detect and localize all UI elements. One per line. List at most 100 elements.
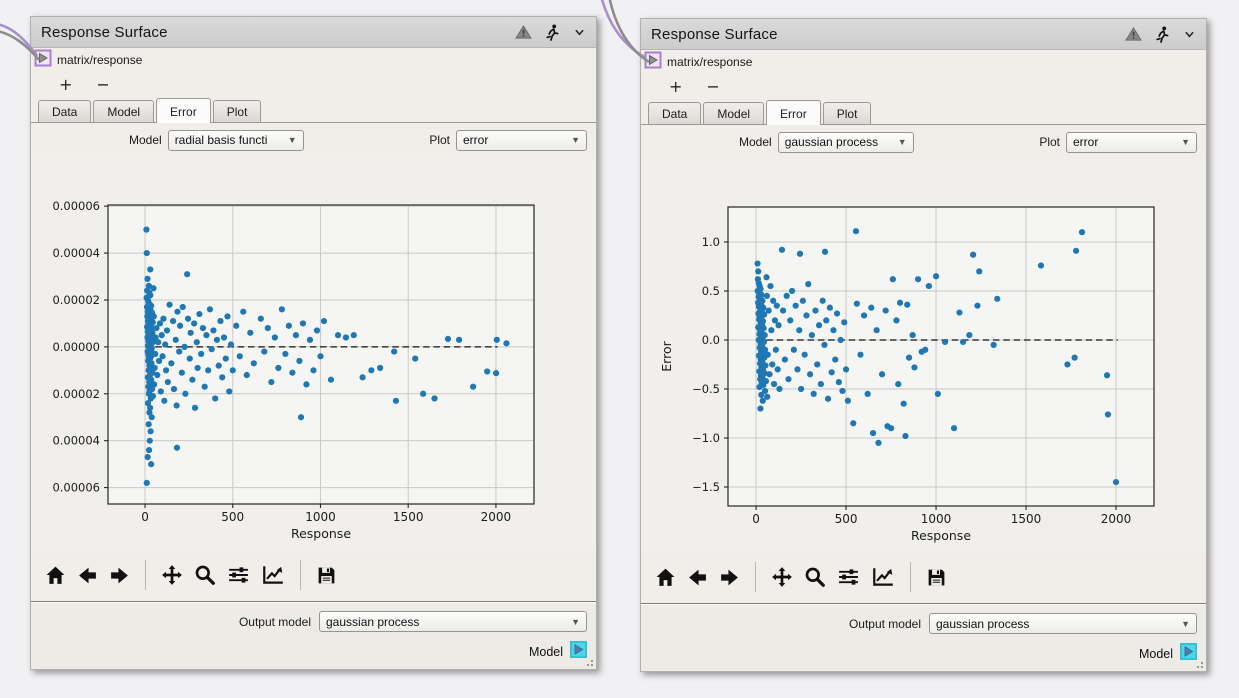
svg-text:0: 0 <box>752 512 760 526</box>
output-port-icon[interactable] <box>1180 643 1197 665</box>
error-scatter-figure[interactable]: 0 500 1000 1500 2000 0.00006 0.00004 0.00002 0.0… <box>31 157 596 549</box>
response-surface-node-right: Response Surface matrix/response + − Dat… <box>640 18 1207 672</box>
node-title: Response Surface <box>41 23 168 41</box>
forward-icon[interactable] <box>719 567 740 588</box>
chevron-down-icon: ▼ <box>571 135 580 145</box>
tab-plot[interactable]: Plot <box>822 102 872 124</box>
svg-text:1500: 1500 <box>1011 512 1042 526</box>
zoom-icon[interactable] <box>804 566 826 588</box>
tab-bar: Data Model Error Plot <box>641 99 1206 125</box>
pan-icon[interactable] <box>771 566 793 588</box>
node-title-bar[interactable]: Response Surface <box>641 19 1206 50</box>
svg-text:1000: 1000 <box>305 510 336 524</box>
plot-select-label: Plot <box>429 133 450 147</box>
save-icon[interactable] <box>316 565 337 586</box>
add-remove-row: + − <box>641 74 1206 99</box>
add-remove-row: + − <box>31 72 596 97</box>
plot-select[interactable]: error ▼ <box>1066 131 1197 153</box>
plot-select-label: Plot <box>1039 135 1060 149</box>
tab-bar: Data Model Error Plot <box>31 97 596 123</box>
svg-text:0.5: 0.5 <box>702 284 720 298</box>
svg-text:Response: Response <box>911 528 971 543</box>
svg-text:500: 500 <box>835 512 858 526</box>
node-footer: Output model gaussian process ▼ Model <box>641 603 1206 671</box>
output-model-label: Output model <box>848 616 921 631</box>
output-model-select[interactable]: gaussian process ▼ <box>929 613 1197 634</box>
tab-data[interactable]: Data <box>38 100 92 122</box>
plot-nav-toolbar <box>31 549 596 601</box>
add-button[interactable]: + <box>669 76 683 96</box>
forward-icon[interactable] <box>109 565 130 586</box>
subplots-icon[interactable] <box>227 564 250 586</box>
home-icon[interactable] <box>45 565 66 586</box>
svg-text:0.00004: 0.00004 <box>52 246 100 260</box>
collapse-chevron-icon[interactable] <box>573 26 586 39</box>
run-status-icon[interactable] <box>545 24 560 41</box>
tab-plot[interactable]: Plot <box>212 100 262 122</box>
svg-text:0.00002: 0.00002 <box>52 387 100 401</box>
node-footer: Output model gaussian process ▼ Model <box>31 601 596 669</box>
svg-text:Response: Response <box>291 526 351 541</box>
plot-canvas[interactable]: 0 500 1000 1500 2000 1.0 0.5 0.0 −0.5 −1.0 −1.5 Res… <box>641 159 1206 551</box>
zoom-icon[interactable] <box>194 564 216 586</box>
run-status-icon[interactable] <box>1155 26 1170 43</box>
axes-edit-icon[interactable] <box>871 566 895 588</box>
tab-data[interactable]: Data <box>648 102 702 124</box>
pan-icon[interactable] <box>161 564 183 586</box>
svg-text:500: 500 <box>221 510 244 524</box>
svg-text:1000: 1000 <box>921 512 952 526</box>
output-model-select[interactable]: gaussian process ▼ <box>319 611 587 632</box>
subplots-icon[interactable] <box>837 566 860 588</box>
collapse-chevron-icon[interactable] <box>1183 28 1196 41</box>
svg-text:0.00002: 0.00002 <box>52 293 100 307</box>
tab-error[interactable]: Error <box>156 98 211 123</box>
tab-model[interactable]: Model <box>93 100 155 122</box>
svg-text:−1.5: −1.5 <box>692 480 720 494</box>
svg-text:1500: 1500 <box>393 510 424 524</box>
model-select[interactable]: radial basis functi ▼ <box>167 129 304 151</box>
model-select[interactable]: gaussian process ▼ <box>777 131 914 153</box>
svg-text:0.00006: 0.00006 <box>52 481 100 495</box>
output-model-value: gaussian process <box>326 614 420 629</box>
svg-text:2000: 2000 <box>481 510 512 524</box>
remove-button[interactable]: − <box>706 76 720 96</box>
plot-select-value: error <box>1073 135 1099 149</box>
model-select-value: gaussian process <box>784 135 879 149</box>
svg-text:−0.5: −0.5 <box>692 382 720 396</box>
toolbar-separator <box>145 560 146 590</box>
add-button[interactable]: + <box>59 74 73 94</box>
svg-text:0: 0 <box>141 510 149 524</box>
warning-icon <box>1125 26 1142 42</box>
svg-text:2000: 2000 <box>1101 512 1132 526</box>
resize-grip[interactable] <box>1195 660 1203 668</box>
back-icon[interactable] <box>687 567 708 588</box>
axes-edit-icon[interactable] <box>261 564 285 586</box>
input-port-label: matrix/response <box>667 55 753 69</box>
plot-select[interactable]: error ▼ <box>456 129 587 151</box>
chevron-down-icon: ▼ <box>897 137 907 147</box>
svg-text:0.00000: 0.00000 <box>52 340 100 354</box>
plot-canvas[interactable]: 0 500 1000 1500 2000 0.00006 0.00004 0.00002 0.0… <box>31 157 596 549</box>
error-scatter-figure[interactable]: 0 500 1000 1500 2000 1.0 0.5 0.0 −0.5 −1.0 −1.5 Res… <box>641 159 1206 551</box>
input-port-row: matrix/response <box>641 50 1206 74</box>
output-port-icon[interactable] <box>570 641 587 663</box>
input-port-icon[interactable] <box>644 51 662 74</box>
svg-text:Error: Error <box>659 340 674 371</box>
input-port-row: matrix/response <box>31 48 596 72</box>
back-icon[interactable] <box>77 565 98 586</box>
model-select-label: Model <box>739 135 772 149</box>
save-icon[interactable] <box>926 567 947 588</box>
tab-error[interactable]: Error <box>766 100 821 125</box>
remove-button[interactable]: − <box>96 74 110 94</box>
home-icon[interactable] <box>655 567 676 588</box>
plot-select-value: error <box>463 133 489 147</box>
node-title-bar[interactable]: Response Surface <box>31 17 596 48</box>
input-port-icon[interactable] <box>34 49 52 72</box>
output-model-label: Output model <box>238 614 311 629</box>
response-surface-node-left: Response Surface matrix/response + − Dat… <box>30 16 597 670</box>
tab-model[interactable]: Model <box>703 102 765 124</box>
resize-grip[interactable] <box>585 658 593 666</box>
svg-text:1.0: 1.0 <box>702 235 720 249</box>
chevron-down-icon: ▼ <box>571 616 580 627</box>
controls-row: Model gaussian process ▼ Plot error ▼ <box>641 125 1206 159</box>
